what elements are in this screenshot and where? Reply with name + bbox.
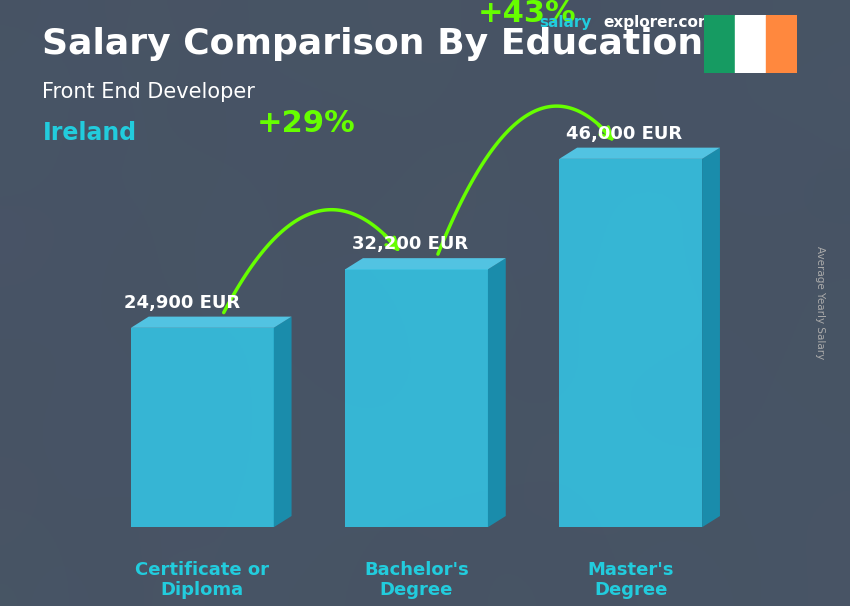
Text: Front End Developer: Front End Developer (42, 82, 255, 102)
Text: Salary Comparison By Education: Salary Comparison By Education (42, 27, 704, 61)
Polygon shape (559, 148, 720, 159)
Text: Bachelor's
Degree: Bachelor's Degree (364, 561, 469, 599)
Text: 32,200 EUR: 32,200 EUR (352, 235, 468, 253)
Bar (735, 15, 766, 73)
Polygon shape (131, 328, 274, 527)
Polygon shape (559, 159, 702, 527)
Text: Ireland: Ireland (42, 121, 137, 145)
Text: Average Yearly Salary: Average Yearly Salary (815, 247, 825, 359)
Text: Master's
Degree: Master's Degree (587, 561, 674, 599)
Text: +43%: +43% (478, 0, 576, 27)
Bar (704, 15, 735, 73)
Text: Certificate or
Diploma: Certificate or Diploma (135, 561, 269, 599)
Polygon shape (488, 258, 506, 527)
Text: explorer.com: explorer.com (604, 15, 714, 30)
Text: +29%: +29% (257, 109, 355, 138)
Polygon shape (702, 148, 720, 527)
Text: 46,000 EUR: 46,000 EUR (566, 125, 683, 143)
Polygon shape (274, 316, 292, 527)
Bar (766, 15, 797, 73)
Polygon shape (345, 258, 506, 269)
Text: salary: salary (540, 15, 592, 30)
Text: 24,900 EUR: 24,900 EUR (124, 294, 240, 312)
Polygon shape (131, 316, 292, 328)
Polygon shape (345, 269, 488, 527)
